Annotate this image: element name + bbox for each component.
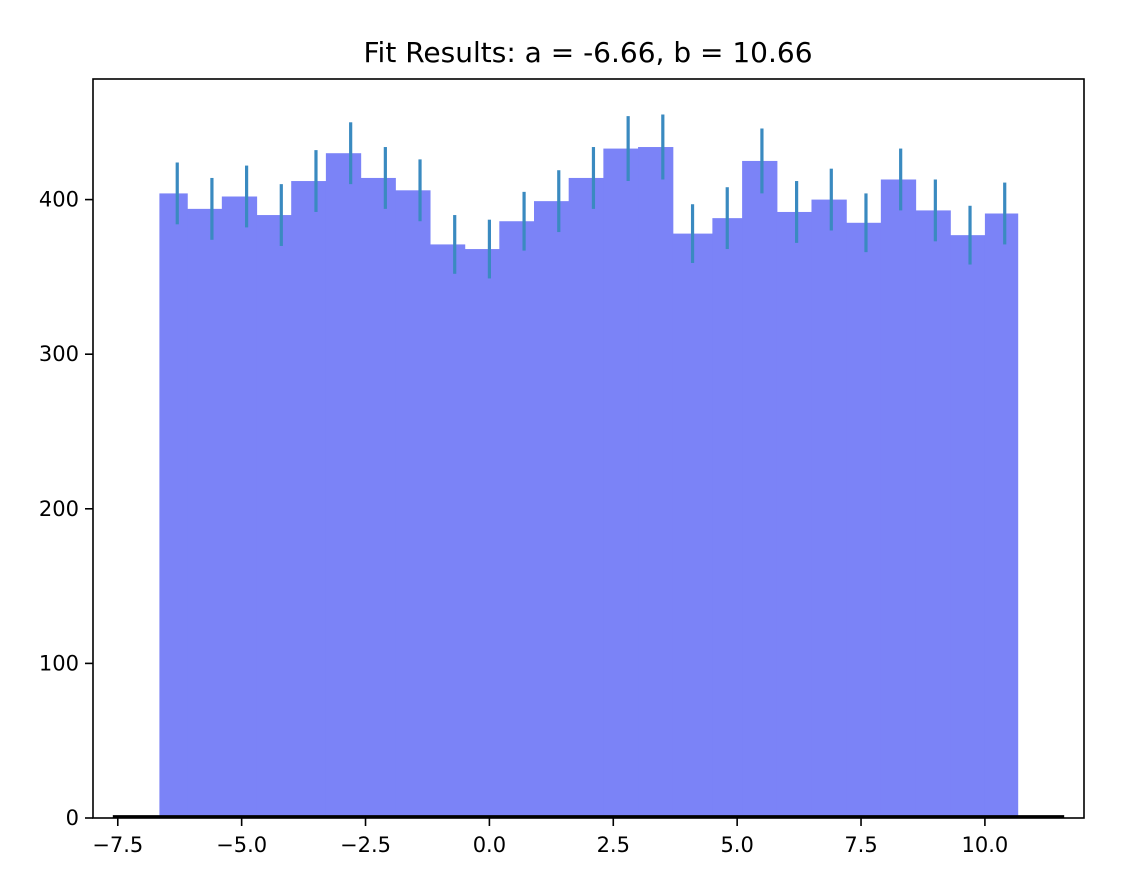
error-bars	[175, 114, 1007, 279]
x-tick-label: 10.0	[962, 833, 1009, 857]
plot-frame	[92, 78, 1085, 819]
x-tick-label: −5.0	[216, 833, 267, 857]
y-tick-label: 400	[39, 188, 79, 212]
histogram-bar	[776, 211, 813, 818]
chart-title: Fit Results: a = -6.66, b = 10.66	[363, 36, 812, 69]
histogram-bar	[464, 249, 500, 818]
histogram-bar	[568, 177, 604, 818]
y-tick-label: 0	[66, 806, 79, 830]
y-axis: 0 100 200 300 400	[39, 188, 93, 830]
histogram-bar	[742, 160, 778, 818]
histogram-bar	[712, 218, 743, 818]
histogram-bar	[880, 179, 917, 819]
x-tick-label: −2.5	[340, 833, 391, 857]
histogram-bar	[811, 199, 847, 819]
histogram-bar	[221, 196, 258, 818]
histogram-bar	[638, 147, 674, 818]
histogram-bars	[159, 147, 1019, 819]
histogram-bar	[672, 233, 713, 819]
y-tick-label: 100	[39, 651, 79, 675]
histogram-bar	[187, 208, 223, 818]
histogram-bar	[256, 215, 292, 819]
histogram-bar	[360, 177, 396, 818]
histogram-bar	[950, 235, 986, 818]
x-tick-label: 7.5	[844, 833, 877, 857]
y-tick-label: 300	[39, 342, 79, 366]
x-tick-label: 0.0	[473, 833, 506, 857]
histogram-bar	[291, 181, 327, 819]
histogram-bar	[534, 201, 570, 818]
histogram-bar	[499, 221, 535, 819]
histogram-bar	[915, 210, 951, 818]
x-axis: −7.5 −5.0 −2.5 0.0 2.5 5.0 7.5 10.0	[92, 818, 1008, 857]
x-tick-label: 5.0	[720, 833, 753, 857]
histogram-bar	[159, 193, 188, 818]
histogram-bar	[984, 213, 1019, 818]
histogram-bar	[395, 190, 431, 818]
y-tick-label: 200	[39, 497, 79, 521]
histogram-bar	[325, 153, 362, 818]
histogram-bar	[429, 244, 466, 819]
histogram-bar	[846, 222, 882, 818]
x-tick-label: −7.5	[92, 833, 143, 857]
histogram-bar	[603, 148, 639, 818]
x-tick-label: 2.5	[597, 833, 630, 857]
